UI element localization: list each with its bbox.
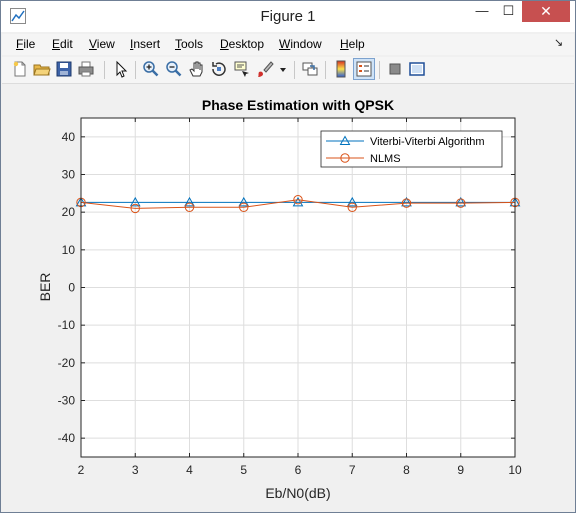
series-1-point: [292, 196, 304, 207]
maximize-button[interactable]: ☐: [502, 3, 515, 18]
chart-title: Phase Estimation with QPSK: [202, 97, 394, 113]
figure-canvas: 2 3 4 5 6 7 8 9 10 -40 -30 -20 -10 0 10 20 30 40 Phase Es…: [10, 86, 566, 506]
menu-edit[interactable]: Edit: [52, 37, 73, 51]
print-figure-icon[interactable]: [77, 60, 95, 78]
save-figure-icon[interactable]: [55, 60, 73, 78]
edit-plot-icon[interactable]: [112, 60, 130, 78]
y-axis-label: BER: [37, 273, 53, 302]
y-tick-label: -40: [58, 431, 76, 445]
menu-window[interactable]: Window: [279, 37, 322, 51]
matlab-figure-icon: [10, 8, 26, 24]
series-1-point: [238, 196, 250, 207]
series-1-point: [455, 196, 467, 207]
zoom-out-icon[interactable]: [165, 60, 183, 78]
zoom-in-icon[interactable]: [142, 60, 160, 78]
legend-marker-series-1: [339, 135, 351, 145]
toolbar-separator: [379, 61, 380, 79]
insert-legend-icon[interactable]: [353, 58, 375, 80]
series-2-point: [347, 202, 357, 212]
toolbar-separator: [325, 61, 326, 79]
title-bar[interactable]: Figure 1 — ☐ ✕: [1, 1, 575, 32]
y-tick-label: -10: [58, 318, 76, 332]
rotate-3d-icon[interactable]: [210, 60, 228, 78]
menu-help[interactable]: Help: [340, 37, 365, 51]
legend[interactable]: Viterbi-Viterbi Algorithm NLMS: [320, 130, 503, 168]
legend-box: [320, 130, 503, 168]
y-tick-label: 20: [62, 205, 76, 219]
x-tick-label: 9: [457, 463, 464, 477]
minimize-button[interactable]: —: [475, 3, 489, 18]
series-1-point: [346, 196, 358, 207]
x-tick-label: 4: [186, 463, 193, 477]
window-title: Figure 1: [260, 8, 316, 25]
plot-series: [75, 195, 521, 214]
show-plot-tools-icon[interactable]: [408, 60, 426, 78]
legend-marker-series-2: [340, 153, 350, 163]
menu-bar: File Edit View Insert Tools Desktop Wind…: [2, 34, 574, 55]
series-2-point: [293, 195, 303, 205]
x-tick-label: 10: [508, 463, 522, 477]
menu-desktop[interactable]: Desktop: [220, 37, 265, 51]
y-tick-label: 40: [62, 130, 76, 144]
brush-icon[interactable]: [256, 60, 274, 78]
menu-view[interactable]: View: [89, 37, 115, 51]
y-tick-label: -30: [58, 394, 76, 408]
legend-label-series-2: NLMS: [370, 153, 401, 165]
x-tick-label: 6: [295, 463, 302, 477]
x-tick-label: 7: [349, 463, 356, 477]
series-1-point: [401, 196, 412, 207]
axis-ticks: 2 3 4 5 6 7 8 9 10 -40 -30 -20 -10 0 10 20 30 40: [58, 118, 522, 477]
line-chart[interactable]: 2 3 4 5 6 7 8 9 10 -40 -30 -20 -10 0 10 20 30 40 Phase Es…: [10, 86, 566, 506]
y-tick-label: -20: [58, 356, 76, 370]
new-figure-icon[interactable]: [11, 60, 29, 78]
toolbar-separator: [135, 61, 136, 79]
pan-icon[interactable]: [188, 60, 206, 78]
series-2-point: [130, 203, 140, 214]
menu-file[interactable]: File: [16, 37, 36, 51]
x-tick-label: 2: [78, 463, 85, 477]
open-file-icon[interactable]: [33, 60, 51, 78]
toolbar-separator: [104, 61, 105, 79]
series-2-point: [239, 202, 249, 212]
data-cursor-icon[interactable]: [233, 60, 251, 78]
y-tick-label: 30: [62, 168, 76, 182]
dock-figure-icon[interactable]: ↘: [554, 37, 564, 49]
hide-plot-tools-icon[interactable]: [386, 60, 404, 78]
y-tick-label: 0: [68, 281, 75, 295]
y-tick-label: 10: [62, 243, 76, 257]
menu-tools[interactable]: Tools: [175, 37, 204, 51]
figure-toolbar: [2, 57, 574, 84]
x-tick-label: 5: [240, 463, 247, 477]
series-2-point: [456, 198, 466, 208]
insert-colorbar-icon[interactable]: [332, 60, 350, 78]
close-button[interactable]: ✕: [522, 1, 570, 22]
menu-insert[interactable]: Insert: [130, 37, 161, 51]
toolbar-separator: [294, 61, 295, 79]
series-2-point: [401, 198, 412, 208]
link-plot-icon[interactable]: [301, 60, 319, 78]
x-axis-label: Eb/N0(dB): [265, 485, 330, 501]
x-tick-label: 8: [403, 463, 410, 477]
series-2-line: [80, 199, 516, 209]
brush-dropdown-icon[interactable]: [278, 60, 288, 78]
legend-label-series-1: Viterbi-Viterbi Algorithm: [370, 136, 485, 148]
series-1-point: [184, 196, 195, 207]
series-1-point: [129, 196, 141, 207]
series-2-point: [184, 202, 195, 212]
x-tick-label: 3: [132, 463, 139, 477]
